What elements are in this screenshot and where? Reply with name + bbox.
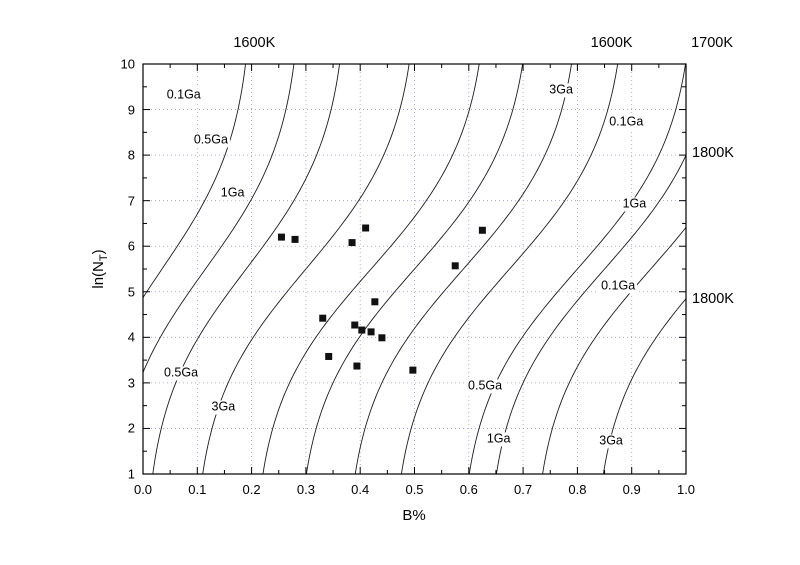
- data-point: [367, 328, 375, 336]
- model-curves-group: [143, 64, 686, 474]
- data-point: [353, 362, 361, 370]
- data-point: [409, 366, 417, 374]
- model-curve: [152, 64, 340, 474]
- data-point: [325, 352, 333, 360]
- model-curve: [143, 64, 295, 374]
- model-curve: [495, 154, 686, 474]
- model-curve: [354, 64, 572, 474]
- data-point: [348, 239, 356, 247]
- data-point: [351, 321, 359, 329]
- model-curve: [262, 64, 480, 474]
- model-curve: [542, 226, 686, 474]
- plot-frame: [142, 63, 687, 475]
- model-curve: [468, 64, 686, 474]
- data-point: [277, 233, 285, 241]
- model-curve: [305, 64, 524, 474]
- data-point: [478, 226, 486, 234]
- data-point: [358, 326, 366, 334]
- data-point: [371, 298, 379, 306]
- data-point: [362, 224, 370, 232]
- data-point: [291, 235, 299, 243]
- data-point: [378, 334, 386, 342]
- data-point: [451, 262, 459, 270]
- model-curve: [602, 297, 686, 474]
- data-point: [319, 314, 327, 322]
- model-curve: [143, 64, 247, 299]
- model-curve: [400, 64, 619, 474]
